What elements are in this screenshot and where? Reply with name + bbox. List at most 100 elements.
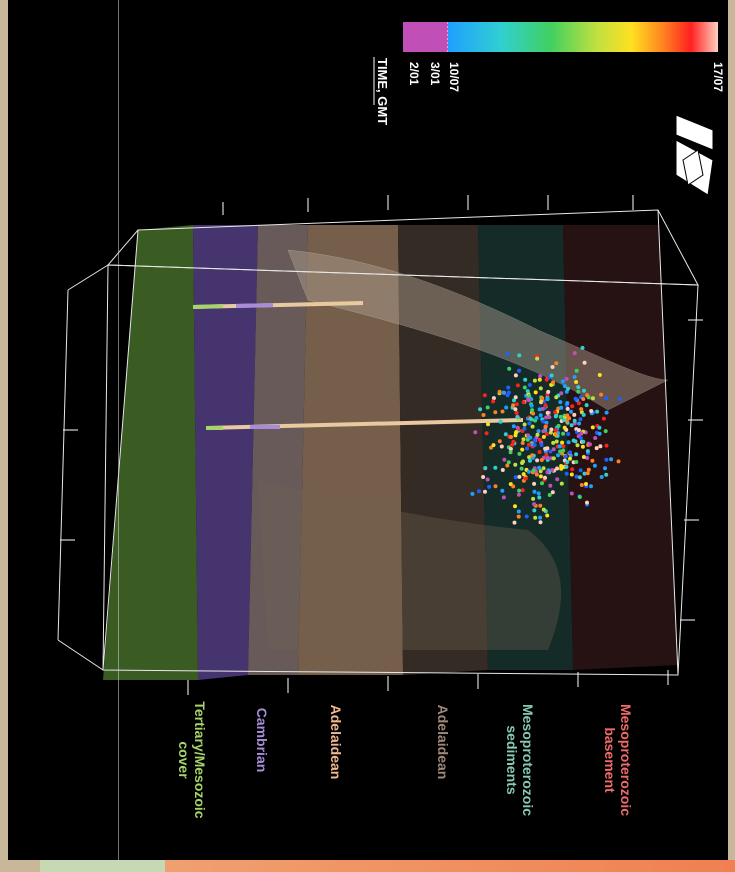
hypocenter-point <box>520 447 525 452</box>
hypocenter-point <box>564 376 569 381</box>
hypocenter-point <box>537 495 542 500</box>
hypocenter-point <box>516 492 521 497</box>
hypocenter-point <box>526 442 531 447</box>
hypocenter-point <box>573 396 578 401</box>
hypocenter-point <box>561 448 566 453</box>
hypocenter-point <box>560 379 565 384</box>
hypocenter-point <box>569 409 573 414</box>
guide-line <box>118 0 119 860</box>
layer-label-adelaidean-1: Adelaidean <box>328 704 344 780</box>
hypocenter-point <box>561 431 566 436</box>
hypocenter-point <box>530 408 535 413</box>
hypocenter-point <box>505 463 510 468</box>
hypocenter-point <box>574 368 579 373</box>
hypocenter-point <box>491 399 496 404</box>
hypocenter-point <box>535 458 540 463</box>
hypocenter-point <box>617 397 622 402</box>
hypocenter-point <box>561 418 566 422</box>
hypocenter-point <box>541 434 546 439</box>
hypocenter-point <box>487 484 492 489</box>
fault-surface-lower <box>258 480 562 650</box>
hypocenter-point <box>554 395 559 400</box>
hypocenter-point <box>574 452 579 457</box>
hypocenter-point <box>493 465 498 470</box>
hypocenter-point <box>508 447 513 451</box>
hypocenter-point <box>537 407 542 412</box>
hypocenter-point <box>501 390 506 395</box>
legend-bar-gradient <box>448 22 718 52</box>
hypocenter-point <box>572 375 577 379</box>
hypocenter-point <box>570 404 575 409</box>
hypocenter-point <box>574 460 579 464</box>
hypocenter-point <box>536 429 541 434</box>
hypocenter-point <box>527 383 532 387</box>
hypocenter-point <box>581 455 586 459</box>
hypocenter-point <box>481 475 486 479</box>
hypocenter-point <box>543 425 548 429</box>
hypocenter-point <box>558 400 563 405</box>
hypocenter-point <box>543 403 548 408</box>
hypocenter-point <box>564 471 569 476</box>
hypocenter-point <box>550 365 555 369</box>
hypocenter-point <box>534 472 539 477</box>
hypocenter-point <box>616 459 621 464</box>
hypocenter-point <box>586 467 591 472</box>
hypocenter-point <box>556 453 560 458</box>
hypocenter-point <box>517 353 522 358</box>
hypocenter-point <box>540 396 545 401</box>
hypocenter-point <box>538 374 543 379</box>
hypocenter-point <box>486 422 490 427</box>
hypocenter-point <box>548 483 553 488</box>
hypocenter-point <box>545 410 550 415</box>
layer-tertiary-band <box>103 225 198 680</box>
hypocenter-point <box>578 468 583 473</box>
hypocenter-point <box>527 458 532 463</box>
hypocenter-point <box>572 412 577 417</box>
hypocenter-point <box>473 430 478 435</box>
hypocenter-point <box>478 407 483 412</box>
hypocenter-point <box>521 400 526 405</box>
hypocenter-point <box>539 458 544 462</box>
hypocenter-point <box>513 462 518 467</box>
hypocenter-point <box>485 405 490 410</box>
hypocenter-point <box>601 416 606 421</box>
hypocenter-point <box>595 409 600 414</box>
hypocenter-point <box>541 507 546 512</box>
hypocenter-point <box>576 389 581 394</box>
hypocenter-point <box>585 500 589 505</box>
legend-tick-3: 10/07 <box>447 62 461 93</box>
hypocenter-point <box>532 489 537 494</box>
hypocenter-point <box>599 392 604 397</box>
hypocenter-point <box>500 488 505 493</box>
hypocenter-point <box>550 490 555 495</box>
hypocenter-point <box>555 477 560 482</box>
hypocenter-point <box>574 380 579 384</box>
well-1-green <box>192 304 224 309</box>
hypocenter-point <box>509 435 513 439</box>
hypocenter-point <box>506 460 511 465</box>
hypocenter-point <box>535 356 540 361</box>
hypocenter-point <box>576 385 581 390</box>
hypocenter-point <box>565 460 570 464</box>
hypocenter-point <box>506 390 511 395</box>
hypocenter-point <box>603 429 608 434</box>
hypocenter-point <box>512 520 517 525</box>
hypocenter-point <box>485 477 490 482</box>
hypocenter-point <box>553 428 558 433</box>
hypocenter-point <box>568 456 572 461</box>
fault-surface <box>287 249 669 411</box>
hypocenter-point <box>525 389 530 394</box>
hypocenter-point <box>548 449 553 454</box>
hypocenter-point <box>582 471 587 476</box>
hypocenter-point <box>484 431 489 436</box>
layer-adelaidean1-band <box>248 225 308 675</box>
hypocenter-point <box>541 466 546 471</box>
hypocenter-point <box>491 443 496 448</box>
hypocenter-point <box>497 439 502 444</box>
hypocenter-point <box>593 436 598 440</box>
hypocenter-point <box>589 484 593 489</box>
hypocenter-point <box>604 396 609 401</box>
hypocenter-point <box>538 515 543 520</box>
hypocenter-point <box>569 472 574 477</box>
hypocenter-point <box>525 446 529 451</box>
